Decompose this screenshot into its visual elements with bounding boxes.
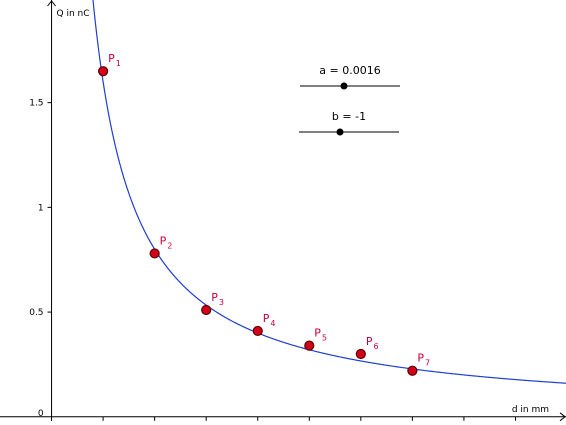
slider-label: a = 0.0016 xyxy=(319,64,380,77)
slider-a[interactable]: a = 0.0016 xyxy=(300,64,400,90)
sliders-layer: a = 0.0016 b = -1 xyxy=(299,64,400,136)
data-point[interactable] xyxy=(252,325,263,337)
data-point[interactable] xyxy=(201,304,212,316)
data-point[interactable] xyxy=(355,348,366,360)
data-point[interactable] xyxy=(407,365,418,376)
data-point[interactable] xyxy=(304,340,315,351)
data-point[interactable] xyxy=(149,248,160,259)
point-label: P4 xyxy=(263,312,276,328)
point-label: P1 xyxy=(108,52,121,68)
y-tick-label: 0 xyxy=(38,409,44,419)
curve-layer xyxy=(92,0,566,384)
fitted-curve xyxy=(92,0,566,384)
y-tick-label: 0.5 xyxy=(29,308,43,318)
slider-handle[interactable] xyxy=(340,82,348,90)
point-label: P3 xyxy=(211,291,224,307)
point-label: P2 xyxy=(160,234,173,250)
y-tick-label: 1 xyxy=(38,203,44,213)
slider-handle[interactable] xyxy=(336,128,344,136)
point-label: P7 xyxy=(417,352,430,368)
slider-label: b = -1 xyxy=(332,110,366,123)
point-label: P6 xyxy=(366,335,379,351)
slider-b[interactable]: b = -1 xyxy=(299,110,399,136)
x-axis-arrow xyxy=(559,412,566,422)
y-axis-arrow xyxy=(47,0,56,7)
data-point[interactable] xyxy=(97,66,109,77)
y-axis-label: Q in nC xyxy=(57,9,90,19)
x-axis-label: d in mm xyxy=(512,405,549,415)
points-layer: P1 P2 P3 P4 P5 P6 P7 xyxy=(97,52,430,376)
point-label: P5 xyxy=(314,327,327,343)
y-tick-label: 1.5 xyxy=(29,99,43,109)
